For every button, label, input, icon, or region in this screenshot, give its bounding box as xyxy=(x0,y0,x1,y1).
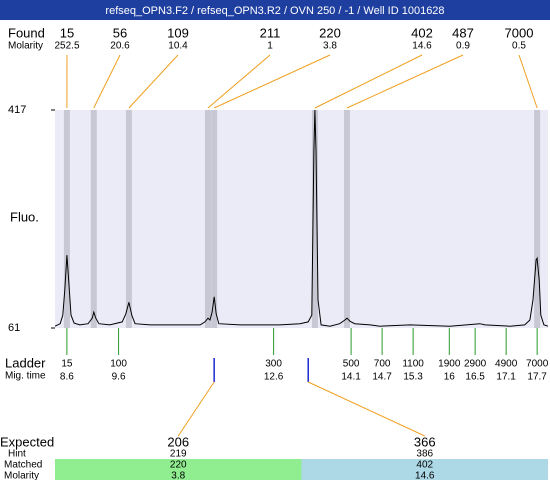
ladder-time: 17.7 xyxy=(527,372,547,383)
peak-band xyxy=(343,110,350,328)
title: refseq_OPN3.F2 / refseq_OPN3.R2 / OVN 25… xyxy=(105,5,444,17)
ladder-size: 500 xyxy=(343,359,360,370)
found-size: 402 xyxy=(411,25,433,40)
ladder-label: Ladder xyxy=(5,355,46,370)
matched-size: 402 xyxy=(416,460,433,471)
found-molarity: 20.6 xyxy=(110,41,130,52)
y-axis-label: Fluo. xyxy=(10,209,39,224)
found-molarity: 14.6 xyxy=(412,41,432,52)
matched-molarity: 3.8 xyxy=(171,471,185,480)
peak-connector xyxy=(518,54,538,109)
found-size: 211 xyxy=(260,25,281,40)
matched-size: 220 xyxy=(170,460,187,471)
ladder-time: 14.7 xyxy=(372,372,392,383)
ladder-size: 300 xyxy=(265,359,282,370)
expected-connector xyxy=(308,381,425,437)
ladder-time: 8.6 xyxy=(60,372,74,383)
ladder-time: 16 xyxy=(444,372,456,383)
found-size: 109 xyxy=(167,25,189,40)
plot-area xyxy=(55,110,548,328)
expected-connector xyxy=(177,381,215,437)
ladder-size: 15 xyxy=(61,359,73,370)
found-molarity: 1 xyxy=(267,41,273,52)
matched-band xyxy=(301,459,548,480)
trace xyxy=(54,109,549,327)
ladder-time: 9.6 xyxy=(112,372,126,383)
found-molarity: 0.9 xyxy=(456,41,470,52)
peak-connector xyxy=(128,54,179,109)
title-bar xyxy=(0,0,550,20)
matched-band xyxy=(55,459,302,480)
matched-label: Matched xyxy=(4,460,42,471)
peak-band xyxy=(125,110,132,328)
found-molarity: 3.8 xyxy=(323,41,337,52)
row-molarity-label: Molarity xyxy=(4,471,39,480)
ladder-time: 14.1 xyxy=(341,372,361,383)
found-molarity: 0.5 xyxy=(512,41,526,52)
peak-band xyxy=(311,110,318,328)
found-size: 487 xyxy=(452,25,474,40)
hint-label: Hint xyxy=(8,449,26,460)
ladder-time: 15.3 xyxy=(403,372,423,383)
ladder-size: 7000 xyxy=(526,359,549,370)
ladder-size: 1900 xyxy=(438,359,461,370)
ladder-size: 1100 xyxy=(402,359,424,370)
expected-label: Expected xyxy=(0,434,54,449)
peak-connector xyxy=(213,54,331,109)
ladder-size: 4900 xyxy=(495,359,518,370)
hint-size: 386 xyxy=(416,449,433,460)
y-tick-label: 61 xyxy=(8,322,20,334)
found-size: 7000 xyxy=(505,25,534,40)
peak-connector xyxy=(207,54,271,109)
expected-size: 206 xyxy=(167,434,189,449)
found-size: 56 xyxy=(113,25,127,40)
peak-connector xyxy=(346,54,464,109)
found-molarity: 10.4 xyxy=(168,41,188,52)
ladder-size: 100 xyxy=(110,359,127,370)
peak-band xyxy=(534,110,541,328)
matched-molarity: 14.6 xyxy=(415,471,435,480)
ladder-size: 700 xyxy=(374,359,391,370)
ladder-time: 12.6 xyxy=(264,372,284,383)
expected-size: 366 xyxy=(414,434,436,449)
mig-time-label: Mig. time xyxy=(5,371,46,382)
hint-size: 219 xyxy=(170,449,187,460)
peak-connector xyxy=(93,54,121,109)
ladder-size: 2900 xyxy=(464,359,487,370)
found-label: Found xyxy=(8,25,45,40)
peak-connector xyxy=(314,54,423,109)
peak-band xyxy=(90,110,97,328)
ladder-time: 17.1 xyxy=(496,372,516,383)
peak-band xyxy=(211,110,218,328)
found-molarity: 252.5 xyxy=(54,41,79,52)
ladder-time: 16.5 xyxy=(465,372,485,383)
y-tick-label: 417 xyxy=(8,104,26,116)
peak-band xyxy=(63,110,70,328)
peak-band xyxy=(204,110,211,328)
found-size: 220 xyxy=(319,25,341,40)
molarity-label: Molarity xyxy=(8,41,43,52)
found-size: 15 xyxy=(60,25,74,40)
